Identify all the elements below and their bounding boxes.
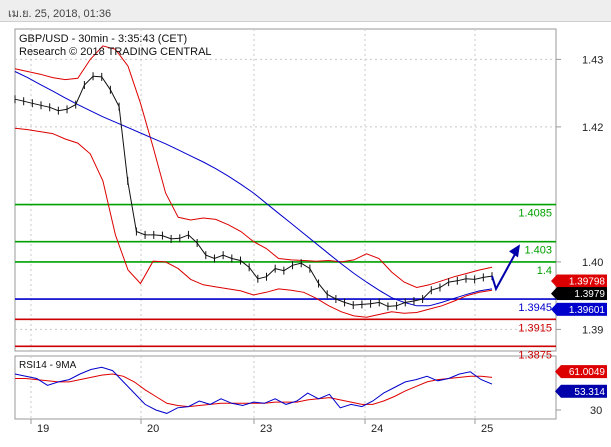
level-label: 1.4085	[518, 208, 552, 220]
moving-average-line	[14, 71, 493, 307]
rsi-tag-label: 61.0049	[569, 367, 606, 378]
chart-subtitle: Research © 2018 TRADING CENTRAL	[19, 46, 212, 58]
forecast-arrow-head	[509, 244, 520, 258]
x-tick-label: 23	[260, 423, 272, 435]
level-label: 1.403	[524, 245, 552, 257]
y-tick-label: 1.40	[582, 257, 603, 269]
rsi-tag	[561, 384, 607, 398]
rsi-panel	[14, 355, 557, 420]
price-tag-label: 1.3979	[574, 289, 605, 300]
price-line	[14, 75, 493, 307]
price-tag-label: 1.39798	[569, 277, 606, 288]
x-tick-label: 20	[147, 423, 159, 435]
x-tick-label: 19	[37, 423, 49, 435]
x-tick-label: 25	[481, 423, 493, 435]
price-tag	[557, 274, 607, 288]
price-tag-pointer	[551, 287, 557, 301]
price-tag	[557, 287, 607, 301]
rsi-tag	[561, 365, 607, 379]
y-tick-label: 1.42	[582, 122, 603, 134]
rsi-ma-line	[15, 373, 493, 408]
price-tag-pointer	[551, 274, 557, 288]
rsi-title: RSI14 - 9MA	[19, 360, 77, 371]
window-titlebar: เม.ย. 25, 2018, 01:36	[0, 0, 611, 22]
price-tag-pointer	[551, 302, 557, 316]
bollinger-upper-line	[14, 45, 493, 289]
level-label: 1.3945	[518, 302, 552, 314]
rsi-tag-label: 53.314	[574, 387, 605, 398]
price-tag	[557, 302, 607, 316]
x-tick-label: 24	[371, 423, 383, 435]
rsi-tag-pointer	[555, 365, 561, 379]
level-label: 1.4	[537, 265, 552, 277]
rsi-y-tick-label: 30	[590, 405, 602, 417]
y-tick-label: 1.39	[582, 324, 603, 336]
chart-title: GBP/USD - 30min - 3:35:43 (CET)	[19, 33, 187, 45]
rsi-line	[14, 366, 493, 414]
level-label: 1.3875	[518, 349, 552, 361]
y-tick-label: 1.43	[582, 54, 603, 66]
level-label: 1.3915	[518, 322, 552, 334]
rsi-tag-pointer	[555, 384, 561, 398]
forecast-arrow-line	[491, 251, 517, 292]
header-date: เม.ย. 25, 2018, 01:36	[8, 8, 112, 20]
bollinger-lower-line	[14, 127, 493, 318]
price-tag-label: 1.39601	[569, 305, 606, 316]
